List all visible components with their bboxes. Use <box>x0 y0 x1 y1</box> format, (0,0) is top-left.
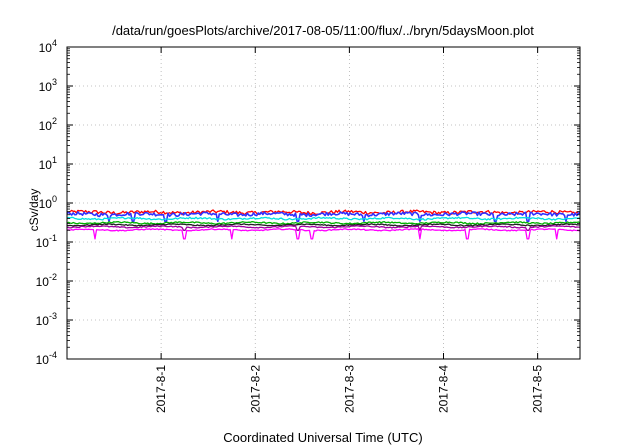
series-line-7 <box>66 228 581 240</box>
y-tick-label: 100 <box>39 194 57 211</box>
x-tick-label: 2017-8-2 <box>248 365 262 413</box>
x-axis-ticks: 2017-8-1 2017-8-2 2017-8-3 2017-8-4 2017-8-5 <box>154 47 545 413</box>
grid-lines <box>67 47 580 359</box>
series-line-4 <box>66 220 581 225</box>
y-axis-label: cSv/day <box>27 189 41 232</box>
chart-title: /data/run/goesPlots/archive/2017-08-05/1… <box>112 23 534 38</box>
y-axis-ticks: 10-4 10-3 10-2 10-1 100 101 102 103 104 <box>36 38 580 367</box>
series-line-2 <box>66 211 581 223</box>
series-layer <box>66 209 581 240</box>
y-tick-label: 103 <box>39 77 57 94</box>
x-tick-label: 2017-8-3 <box>342 365 356 413</box>
y-tick-label: 104 <box>39 38 57 55</box>
y-tick-label: 10-2 <box>36 272 57 289</box>
series-line-6 <box>66 225 580 231</box>
y-tick-label: 10-1 <box>36 233 57 250</box>
x-tick-label: 2017-8-1 <box>154 365 168 413</box>
series-line-5 <box>66 223 580 227</box>
x-tick-label: 2017-8-5 <box>531 365 545 413</box>
y-tick-label: 102 <box>39 116 57 133</box>
y-tick-label: 10-4 <box>36 350 57 367</box>
series-line-1 <box>66 209 581 216</box>
y-tick-label: 10-3 <box>36 311 57 328</box>
y-tick-label: 101 <box>39 155 57 172</box>
x-axis-label: Coordinated Universal Time (UTC) <box>223 430 422 445</box>
x-tick-label: 2017-8-4 <box>437 365 451 413</box>
series-line-3 <box>66 216 581 221</box>
